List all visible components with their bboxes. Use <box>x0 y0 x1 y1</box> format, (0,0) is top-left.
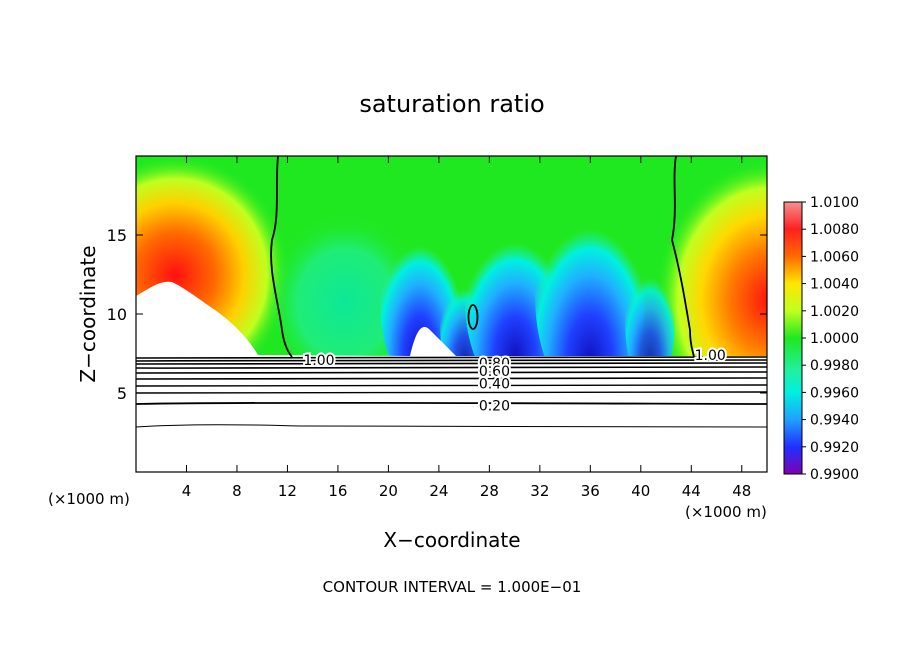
x-tick-label: 12 <box>278 482 297 500</box>
x-tick-label: 48 <box>732 482 751 500</box>
subsaturated-region-6 <box>625 250 675 390</box>
x-tick-label: 36 <box>581 482 600 500</box>
contour-labels: 1.00 1.00 0.800.600.40 0.20 <box>301 346 727 417</box>
x-tick-label: 40 <box>631 482 650 500</box>
colorbar-label: 0.9940 <box>810 413 859 429</box>
colorbar-label: 0.9900 <box>810 467 859 483</box>
chart-title: saturation ratio <box>359 90 544 118</box>
colorbar-label: 1.0000 <box>810 331 859 347</box>
x-axis-ticks: 4 8 12 16 20 24 28 32 36 40 44 48 <box>182 156 751 500</box>
x-axis-label: X−coordinate <box>383 528 520 552</box>
x-unit-left: (×1000 m) <box>48 490 130 508</box>
y-axis-ticks: 5 10 15 <box>107 226 767 403</box>
colorbar-label: 0.9960 <box>810 385 859 401</box>
y-tick-label: 15 <box>107 226 127 245</box>
x-tick-label: 4 <box>182 482 192 500</box>
colorbar-label: 1.0100 <box>810 195 859 211</box>
contour-label: 1.00 <box>303 353 334 369</box>
y-axis-label: Z−coordinate <box>76 245 100 382</box>
y-tick-label: 10 <box>107 305 127 324</box>
x-tick-label: 28 <box>480 482 499 500</box>
colorbar-label: 1.0060 <box>810 249 859 265</box>
x-tick-label: 16 <box>328 482 347 500</box>
x-tick-label: 32 <box>530 482 549 500</box>
x-tick-label: 8 <box>232 482 242 500</box>
contour-label: 0.80 <box>479 356 510 372</box>
colorbar-label: 1.0080 <box>810 222 859 238</box>
colorbar-label: 0.9980 <box>810 358 859 374</box>
unity-contours <box>270 156 695 358</box>
contour-interval-note: CONTOUR INTERVAL = 1.000E−01 <box>323 578 582 596</box>
y-tick-label: 5 <box>117 384 127 403</box>
colorbar-label: 1.0020 <box>810 304 859 320</box>
x-tick-label: 24 <box>429 482 448 500</box>
ground-region <box>136 281 767 472</box>
subsaturated-region-5 <box>535 185 645 405</box>
saturation-field <box>136 156 767 472</box>
contour-label: 0.40 <box>479 377 510 393</box>
colorbar-ticks: 1.0100 1.0080 1.0060 1.0040 1.0020 1.0000 0.99… <box>802 195 859 483</box>
colorbar-label: 0.9920 <box>810 440 859 456</box>
ground-contours <box>136 355 767 428</box>
x-tick-label: 44 <box>682 482 701 500</box>
colorbar <box>783 201 803 475</box>
colorbar-label: 1.0040 <box>810 277 859 293</box>
contour-label: 0.20 <box>479 399 510 415</box>
x-tick-label: 20 <box>379 482 398 500</box>
contour-label: 1.00 <box>695 348 726 364</box>
contour-label: 0.60 <box>479 364 510 380</box>
x-unit-right: (×1000 m) <box>685 503 767 521</box>
